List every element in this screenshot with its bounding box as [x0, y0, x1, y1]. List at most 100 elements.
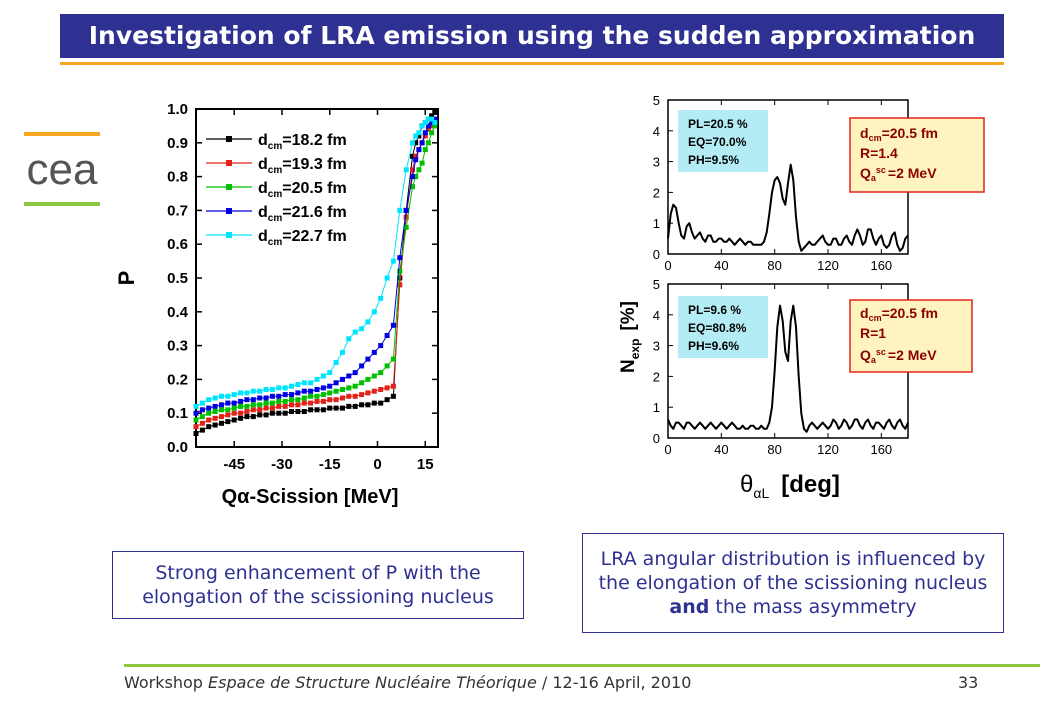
left-series-point-3 [212, 409, 218, 414]
footer-text: Workshop Espace de Structure Nucléaire T… [124, 673, 691, 692]
left-series-point-4 [327, 383, 333, 389]
left-series-group [193, 109, 438, 436]
left-series-point-2 [295, 402, 301, 408]
left-y-tick-label: 1.0 [167, 101, 188, 118]
left-series-point-4 [397, 255, 403, 261]
left-series-point-5 [219, 393, 224, 399]
left-series-point-1 [199, 427, 205, 433]
left-series-point-5 [276, 385, 282, 391]
left-series-point-2 [231, 410, 237, 416]
bottom-axes-ticks: 0 40 80 120 160 0 1 2 3 4 5 [653, 277, 892, 457]
left-y-tick-label: 0.3 [167, 338, 188, 355]
left-series-point-3 [282, 398, 288, 404]
bottom-param-dcm-value: =20.5 fm [882, 305, 938, 321]
left-series-point-4 [263, 395, 269, 401]
left-series-point-2 [289, 402, 294, 408]
left-series-point-5 [378, 295, 384, 301]
left-series-point-5 [327, 370, 333, 376]
left-y-tick-label: 0.7 [167, 202, 188, 219]
left-series-point-5 [308, 380, 314, 386]
left-series-point-3 [346, 385, 352, 391]
left-series-point-2 [327, 397, 333, 403]
left-series-point-4 [346, 373, 352, 379]
bottom-param-r: R=1 [860, 325, 886, 341]
left-series-point-4 [219, 402, 224, 408]
left-series-point-3 [219, 407, 224, 413]
left-series-point-5 [432, 120, 438, 125]
left-series-point-4 [365, 356, 371, 362]
left-y-tick-label: 0.9 [167, 135, 188, 152]
legend-marker [226, 232, 232, 238]
left-series-point-3 [422, 147, 428, 153]
left-series-point-5 [250, 388, 256, 394]
left-y-tick-label: 0.1 [167, 405, 188, 422]
legend-marker [226, 184, 232, 190]
left-series-point-3 [320, 392, 326, 398]
top-y-tick-label: 4 [653, 124, 660, 139]
left-series-point-4 [269, 393, 275, 399]
left-series-point-2 [390, 383, 396, 389]
left-series-point-3 [327, 390, 333, 396]
bottom-series-group [667, 304, 909, 433]
left-series-point-3 [206, 410, 212, 416]
left-series-point-5 [422, 120, 428, 125]
left-series-point-5 [244, 390, 250, 396]
right-y-label-main: N [618, 359, 639, 373]
legend-entry: dcm=19.3 fm [258, 156, 347, 176]
title-bar: Investigation of LRA emission using the … [60, 14, 1004, 58]
left-series-point-3 [365, 376, 371, 382]
slide-title: Investigation of LRA emission using the … [88, 21, 976, 50]
top-x-tick-label: 80 [767, 258, 781, 273]
left-series-point-3 [263, 400, 269, 406]
left-series-point-3 [390, 356, 396, 362]
left-series-point-2 [340, 395, 345, 401]
top-y-tick-label: 2 [653, 185, 660, 200]
left-series-point-1 [410, 153, 415, 159]
left-series-point-2 [422, 133, 428, 139]
left-series-point-2 [276, 403, 282, 409]
left-y-tick-label: 0.4 [167, 304, 189, 321]
left-x-tick-label: 15 [417, 456, 434, 473]
left-series-point-3 [199, 414, 205, 420]
left-series-point-2 [352, 393, 358, 399]
left-series-point-2 [403, 214, 409, 220]
left-series-point-4 [301, 388, 307, 394]
left-series-point-5 [212, 395, 218, 401]
left-series-point-2 [250, 407, 256, 413]
left-series-point-3 [238, 403, 244, 409]
left-series-point-3 [314, 393, 320, 399]
bottom-y-tick-label: 2 [653, 369, 660, 384]
left-y-tick-label: 0.8 [167, 169, 188, 186]
left-series-point-1 [206, 424, 212, 430]
left-series-point-1 [250, 414, 256, 420]
left-series-point-1 [193, 431, 199, 436]
left-series-point-2 [206, 417, 212, 423]
left-series-point-2 [429, 123, 435, 129]
left-y-axis-label: P [114, 271, 139, 286]
left-series-point-1 [340, 405, 345, 411]
left-series-point-4 [282, 392, 288, 398]
left-series-point-2 [257, 407, 263, 413]
left-series-point-4 [308, 388, 314, 394]
left-series-point-1 [429, 113, 435, 119]
legend-marker [226, 208, 232, 214]
left-series-point-5 [289, 383, 294, 389]
left-series-point-1 [295, 409, 301, 414]
left-series-point-4 [422, 130, 428, 136]
left-series-point-3 [193, 417, 199, 423]
left-series-point-2 [410, 167, 415, 173]
left-series-point-1 [359, 402, 365, 408]
bottom-y-tick-label: 0 [653, 431, 660, 446]
left-x-axis-label: Qα-Scission [MeV] [222, 486, 399, 508]
left-series-point-5 [206, 397, 212, 403]
left-series-point-3 [333, 388, 339, 394]
left-series-point-1 [413, 140, 419, 146]
left-series-point-1 [320, 407, 326, 413]
left-series-point-2 [308, 400, 314, 406]
bottom-y-tick-label: 5 [653, 277, 660, 292]
left-series-point-3 [308, 393, 314, 399]
top-param-dcm-value: =20.5 fm [882, 125, 938, 141]
left-series-point-4 [413, 157, 419, 163]
left-series-point-1 [378, 400, 384, 406]
left-series-point-4 [193, 410, 199, 416]
